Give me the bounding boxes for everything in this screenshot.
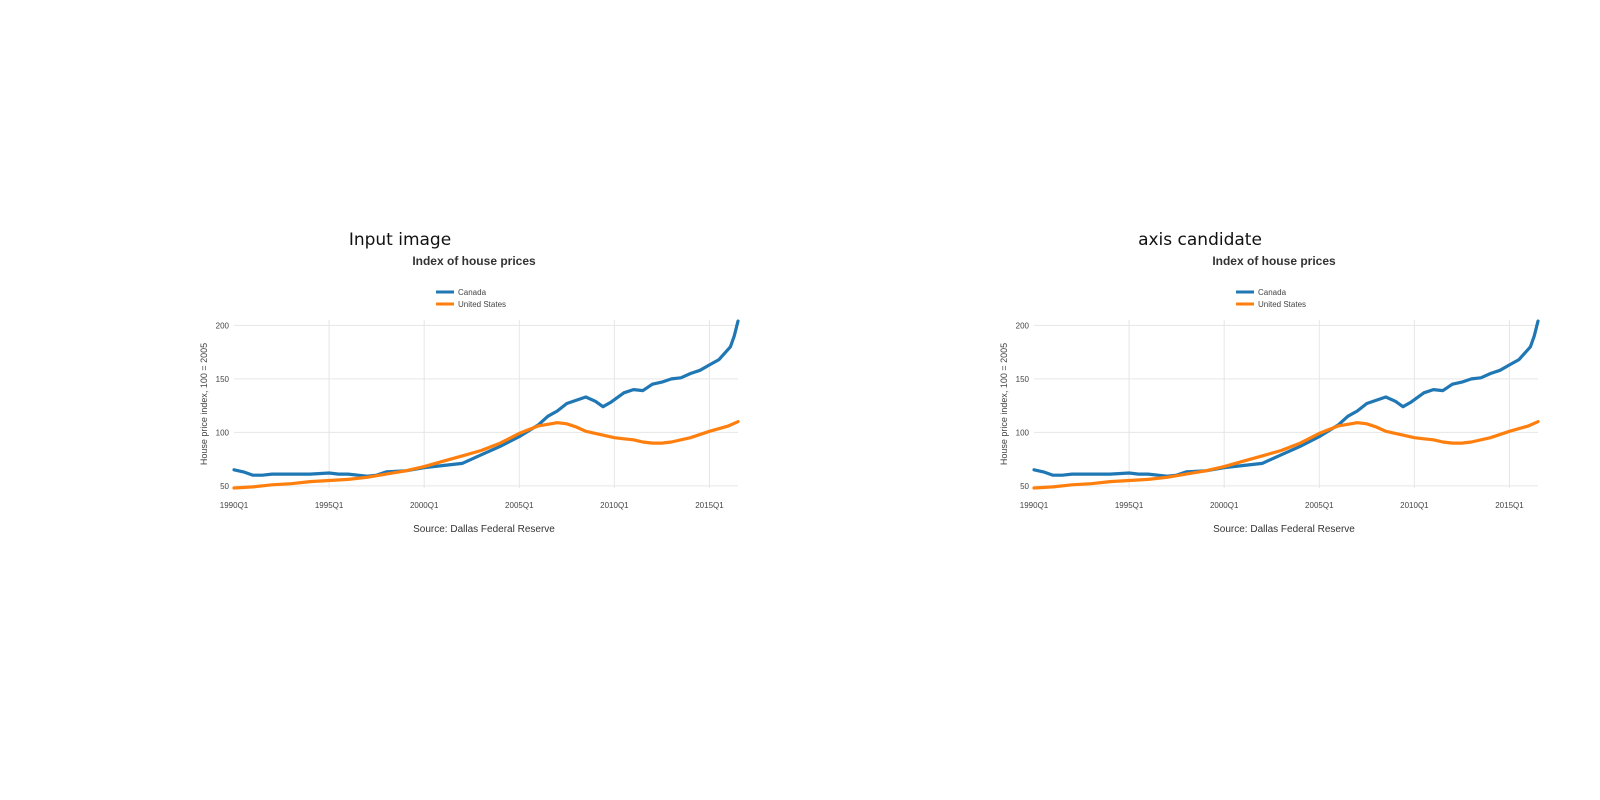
source-note: Source: Dallas Federal Reserve bbox=[1213, 524, 1355, 535]
series-line-canada bbox=[232, 319, 740, 478]
y-tick-label-3: 200 bbox=[216, 321, 230, 330]
x-tick-label-3: 2005Q1 bbox=[1305, 501, 1334, 510]
y-tick-label-3: 200 bbox=[1016, 321, 1030, 330]
y-tick-label-1: 100 bbox=[216, 428, 230, 437]
x-tick-label-4: 2010Q1 bbox=[600, 501, 629, 510]
legend-label-0: Canada bbox=[458, 288, 487, 297]
source-note: Source: Dallas Federal Reserve bbox=[413, 524, 555, 535]
legend-label-1: United States bbox=[458, 300, 506, 309]
y-axis-label: House price index, 100 = 2005 bbox=[999, 343, 1009, 465]
panel-title: axis candidate bbox=[1138, 230, 1262, 250]
x-tick-label-5: 2015Q1 bbox=[695, 501, 724, 510]
panel-title: Input image bbox=[348, 230, 452, 250]
series-line-united-states bbox=[232, 420, 740, 490]
series-line-canada bbox=[1032, 319, 1540, 478]
x-tick-label-1: 1995Q1 bbox=[315, 501, 344, 510]
x-tick-label-4: 2010Q1 bbox=[1400, 501, 1429, 510]
panel-axis-candidate: axis candidate Index of house prices Cana… bbox=[800, 0, 1600, 800]
x-tick-label-2: 2000Q1 bbox=[410, 501, 439, 510]
legend-label-0: Canada bbox=[1258, 288, 1287, 297]
y-tick-label-2: 150 bbox=[216, 375, 230, 384]
panel-input-image: Input image Index of house prices Canada U… bbox=[199, 230, 740, 535]
x-tick-label-5: 2015Q1 bbox=[1495, 501, 1524, 510]
y-tick-label-0: 50 bbox=[1020, 482, 1029, 491]
series-line-united-states bbox=[1032, 420, 1540, 490]
y-axis-label: House price index, 100 = 2005 bbox=[199, 343, 209, 465]
x-tick-label-0: 1990Q1 bbox=[220, 501, 249, 510]
chart-title: Index of house prices bbox=[412, 254, 536, 268]
x-tick-label-0: 1990Q1 bbox=[1020, 501, 1049, 510]
house-price-chart: Index of house prices Canada United States… bbox=[199, 254, 740, 535]
chart-title: Index of house prices bbox=[1212, 254, 1336, 268]
y-tick-label-1: 100 bbox=[1016, 428, 1030, 437]
y-tick-label-0: 50 bbox=[220, 482, 229, 491]
x-tick-label-2: 2000Q1 bbox=[1210, 501, 1239, 510]
house-price-chart: Index of house prices Canada United States… bbox=[999, 254, 1540, 535]
y-tick-label-2: 150 bbox=[1016, 375, 1030, 384]
legend-label-1: United States bbox=[1258, 300, 1306, 309]
x-tick-label-1: 1995Q1 bbox=[1115, 501, 1144, 510]
x-tick-label-3: 2005Q1 bbox=[505, 501, 534, 510]
